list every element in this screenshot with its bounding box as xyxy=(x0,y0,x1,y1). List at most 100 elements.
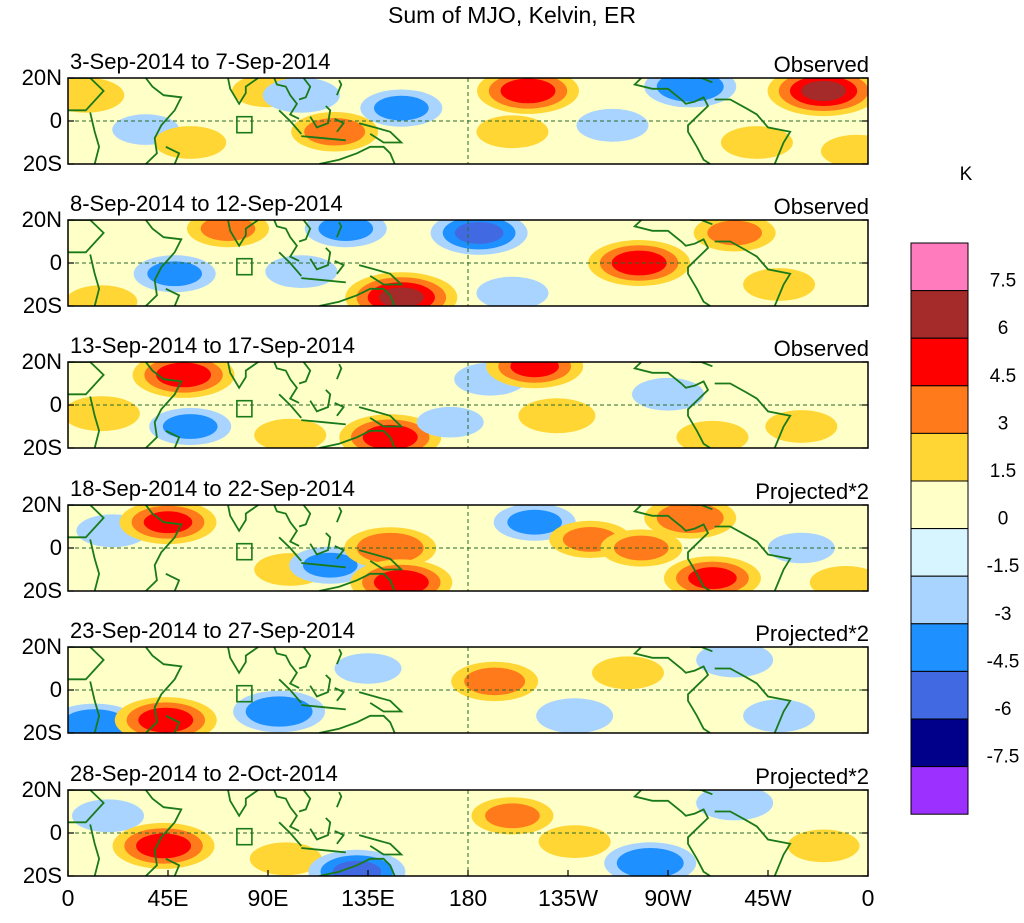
coastlines xyxy=(68,78,792,164)
panel-tag: Projected*2 xyxy=(755,621,869,646)
colorbar-tick-label: -3 xyxy=(995,604,1012,625)
lat-label: 0 xyxy=(50,820,62,845)
contour-level xyxy=(592,656,664,690)
coastline xyxy=(301,419,346,426)
colorbar-tick-label: 0 xyxy=(998,509,1009,530)
coastline xyxy=(309,105,332,129)
coastline xyxy=(632,647,711,733)
colorbar-tick-label: 3 xyxy=(998,413,1009,434)
coastlines xyxy=(68,505,792,591)
anomaly-blob xyxy=(291,112,379,152)
coastline xyxy=(301,277,346,284)
lon-label: 90E xyxy=(248,885,289,911)
coastline xyxy=(358,834,404,856)
lon-label: 180 xyxy=(449,885,487,911)
colorbar-tick-label: 1.5 xyxy=(990,461,1016,482)
lon-label: 135W xyxy=(538,885,598,911)
contour-level xyxy=(262,78,340,113)
coastline xyxy=(68,362,105,396)
anomaly-blob xyxy=(254,418,327,448)
anomaly-blob xyxy=(743,699,816,733)
anomaly-blob xyxy=(538,825,611,858)
coastline xyxy=(278,251,302,277)
coastline xyxy=(632,220,711,306)
contour-level xyxy=(720,126,793,159)
colorbar-swatch xyxy=(910,290,969,339)
map-panel: 20N 0 20S 13-Sep-2014 to 17-Sep-2014 Observe… xyxy=(22,333,869,460)
anomaly-blob xyxy=(114,697,217,733)
coastline xyxy=(298,78,312,101)
anomaly-field xyxy=(68,647,868,733)
contour-level xyxy=(332,860,382,876)
anomaly-blob xyxy=(644,78,737,108)
anomaly-blob xyxy=(345,272,458,306)
coastline xyxy=(690,505,713,511)
panel-period: 13-Sep-2014 to 17-Sep-2014 xyxy=(70,333,355,358)
coastline xyxy=(334,545,345,560)
coastline xyxy=(89,112,101,164)
contour-level xyxy=(334,653,402,684)
coastline xyxy=(318,714,396,733)
colorbar-tick-label: 4.5 xyxy=(990,366,1016,387)
colorbar-swatch xyxy=(910,432,969,482)
contour-level xyxy=(696,790,774,821)
colorbar-tick-label: -7.5 xyxy=(987,747,1020,768)
colorbar-swatch xyxy=(910,385,969,434)
contour-level xyxy=(809,566,868,591)
contour-level xyxy=(374,95,429,121)
coastline xyxy=(68,647,105,681)
anomaly-blob xyxy=(767,532,835,564)
contour-level xyxy=(787,829,860,863)
coastline xyxy=(309,247,332,271)
lat-label: 20N xyxy=(22,777,62,802)
coastline xyxy=(690,362,713,368)
coastline xyxy=(301,704,346,711)
contour-level xyxy=(518,398,596,434)
panel-tag: Observed xyxy=(774,336,869,361)
coastline xyxy=(194,790,300,832)
coastline xyxy=(278,393,302,419)
anomaly-blob xyxy=(304,220,387,248)
contour-level xyxy=(632,377,704,411)
map-panel: 20N 0 20S 18-Sep-2014 to 22-Sep-2014 Project… xyxy=(22,476,869,603)
coastline xyxy=(632,505,711,591)
contour-level xyxy=(72,799,144,833)
lat-label: 20S xyxy=(23,578,62,603)
lat-label: 0 xyxy=(50,250,62,275)
coastline xyxy=(358,264,404,286)
lat-label: 20N xyxy=(22,349,62,374)
coastline xyxy=(334,687,345,702)
anomaly-blob xyxy=(588,240,691,286)
colorbar-tick-label: -4.5 xyxy=(987,651,1020,672)
colorbar-swatch xyxy=(910,766,969,815)
contour-level xyxy=(464,667,526,696)
map-panel: 20N 0 20S 3-Sep-2014 to 7-Sep-2014 Observed xyxy=(22,49,869,176)
anomaly-blob xyxy=(809,566,868,591)
lat-label: 0 xyxy=(50,392,62,417)
box-marker xyxy=(236,827,253,846)
colorbar-swatch xyxy=(910,242,969,292)
anomaly-blob xyxy=(663,556,761,591)
contour-level xyxy=(138,707,194,733)
contour-level xyxy=(767,532,835,564)
coastline xyxy=(194,220,300,262)
lon-label: 45E xyxy=(148,885,189,911)
coastline xyxy=(298,220,312,243)
anomaly-blob xyxy=(765,410,838,443)
contour-level xyxy=(154,126,227,159)
contour-level xyxy=(265,255,338,288)
contour-level xyxy=(765,410,838,443)
anomaly-blob xyxy=(767,78,868,117)
box-marker xyxy=(236,542,253,561)
coastline xyxy=(336,221,343,238)
anomaly-blob xyxy=(477,78,579,114)
contour-level xyxy=(500,78,556,104)
map-panel: 20N 0 20S 8-Sep-2014 to 12-Sep-2014 Observed xyxy=(22,191,869,318)
coastline xyxy=(632,790,711,876)
coastlines xyxy=(68,362,792,448)
box-marker xyxy=(236,684,253,703)
lon-label: 0 xyxy=(862,885,875,911)
lat-label: 20S xyxy=(23,863,62,888)
anomaly-blob xyxy=(133,255,216,293)
